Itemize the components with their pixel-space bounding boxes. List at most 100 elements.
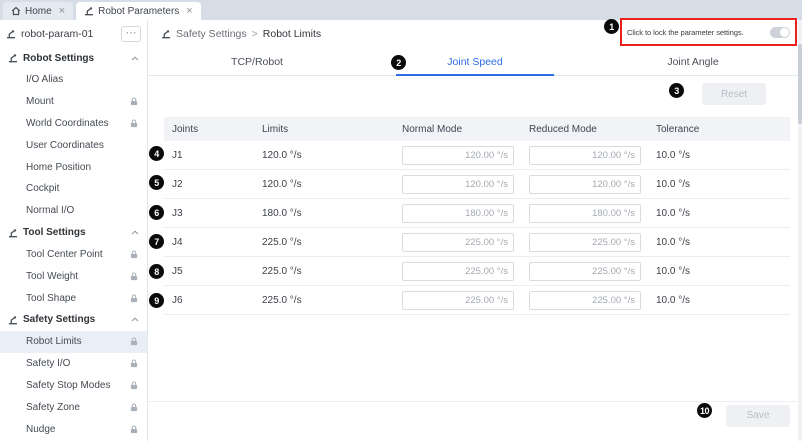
column-header-tolerance: Tolerance	[648, 124, 790, 135]
reduced-mode-input[interactable]	[529, 175, 641, 194]
annotation-badge-3: 3	[669, 83, 684, 98]
tab-label: Joint Speed	[447, 56, 502, 68]
section-label: Tool Settings	[23, 227, 86, 238]
sidebar-item-safety-stop-modes[interactable]: Safety Stop Modes	[0, 375, 147, 397]
reset-button[interactable]: Reset	[702, 83, 766, 105]
tolerance-value: 10.0 °/s	[648, 179, 790, 190]
lock-icon	[130, 359, 138, 368]
sidebar-item-tool-weight[interactable]: Tool Weight	[0, 265, 147, 287]
normal-mode-input[interactable]	[402, 262, 514, 281]
sidebar-item-mount[interactable]: Mount	[0, 91, 147, 113]
annotation-badge-6: 6	[149, 205, 164, 220]
lock-toggle[interactable]	[770, 27, 790, 38]
section-label: Safety Settings	[23, 314, 95, 325]
save-button[interactable]: Save	[726, 405, 790, 427]
chevron-up-icon[interactable]	[131, 56, 139, 61]
annotation-badge-4: 4	[149, 146, 164, 161]
table-row-j1: J1120.0 °/s10.0 °/s	[164, 141, 790, 170]
sidebar-item-cockpit[interactable]: Cockpit	[0, 178, 147, 200]
sidebar-item-tool-shape[interactable]: Tool Shape	[0, 287, 147, 309]
tolerance-value: 10.0 °/s	[648, 237, 790, 248]
sidebar-item-user-coordinates[interactable]: User Coordinates	[0, 134, 147, 156]
lock-icon	[130, 425, 138, 434]
tab-joint-angle[interactable]: Joint Angle	[584, 48, 802, 75]
joint-label: J3	[164, 208, 254, 219]
home-icon	[11, 6, 21, 16]
sidebar-item-robot-limits[interactable]: Robot Limits	[0, 331, 147, 353]
window-tab-label: Robot Parameters	[98, 6, 179, 17]
lock-icon	[130, 337, 138, 346]
tab-label: Joint Angle	[667, 56, 718, 68]
main-panel: Safety Settings > Robot Limits Click to …	[148, 20, 802, 441]
normal-mode-input[interactable]	[402, 233, 514, 252]
reduced-mode-input[interactable]	[529, 146, 641, 165]
window-tab-bar: Home × Robot Parameters ×	[0, 0, 802, 20]
annotation-badge-10: 10	[697, 403, 712, 418]
sidebar-item-i-o-alias[interactable]: I/O Alias	[0, 69, 147, 91]
table-row-j5: J5225.0 °/s10.0 °/s	[164, 257, 790, 286]
sidebar: robot-param-01 ⋯ Robot SettingsI/O Alias…	[0, 20, 148, 441]
lock-icon	[130, 403, 138, 412]
window-tab-home[interactable]: Home ×	[3, 2, 73, 20]
toggle-knob	[780, 28, 789, 37]
sidebar-item-label: Tool Shape	[26, 293, 76, 304]
lock-banner-label: Click to lock the parameter settings.	[627, 28, 765, 37]
sidebar-item-tool-center-point[interactable]: Tool Center Point	[0, 244, 147, 266]
joint-speed-table: JointsLimitsNormal ModeReduced ModeToler…	[164, 117, 790, 315]
window-body: robot-param-01 ⋯ Robot SettingsI/O Alias…	[0, 20, 802, 441]
normal-mode-input[interactable]	[402, 146, 514, 165]
sidebar-item-label: Safety Stop Modes	[26, 380, 111, 391]
robot-icon	[8, 315, 18, 325]
close-icon[interactable]: ×	[59, 6, 65, 17]
sidebar-item-label: Cockpit	[26, 183, 59, 194]
sidebar-item-world-coordinates[interactable]: World Coordinates	[0, 113, 147, 135]
tab-label: TCP/Robot	[231, 56, 283, 68]
sidebar-item-label: World Coordinates	[26, 118, 109, 129]
chevron-up-icon[interactable]	[131, 230, 139, 235]
sidebar-item-home-position[interactable]: Home Position	[0, 156, 147, 178]
joint-label: J4	[164, 237, 254, 248]
sidebar-item-nudge[interactable]: Nudge	[0, 418, 147, 440]
scrollbar-thumb[interactable]	[798, 44, 802, 124]
robot-icon	[8, 53, 18, 63]
sidebar-section-tool-settings[interactable]: Tool Settings	[0, 222, 147, 244]
limit-value: 120.0 °/s	[254, 179, 394, 190]
sidebar-item-normal-i-o[interactable]: Normal I/O	[0, 200, 147, 222]
normal-mode-input[interactable]	[402, 175, 514, 194]
sidebar-item-label: Safety I/O	[26, 358, 70, 369]
breadcrumb-section[interactable]: Safety Settings	[176, 28, 247, 40]
more-button[interactable]: ⋯	[121, 26, 141, 42]
normal-mode-input[interactable]	[402, 204, 514, 223]
tab-tcp-robot[interactable]: TCP/Robot	[148, 48, 366, 75]
reduced-mode-input[interactable]	[529, 204, 641, 223]
breadcrumb-page: Robot Limits	[263, 28, 321, 40]
param-set-name: robot-param-01	[21, 28, 116, 40]
reduced-mode-input[interactable]	[529, 233, 641, 252]
joint-label: J1	[164, 150, 254, 161]
sidebar-section-robot-settings[interactable]: Robot Settings	[0, 47, 147, 69]
lock-icon	[130, 294, 138, 303]
column-header-normal-mode: Normal Mode	[394, 124, 521, 135]
window-tab-robot-parameters[interactable]: Robot Parameters ×	[76, 2, 201, 20]
chevron-up-icon[interactable]	[131, 317, 139, 322]
column-header-reduced-mode: Reduced Mode	[521, 124, 648, 135]
limit-value: 120.0 °/s	[254, 150, 394, 161]
reduced-mode-input[interactable]	[529, 291, 641, 310]
vertical-scrollbar[interactable]	[798, 20, 802, 441]
sidebar-item-label: Mount	[26, 96, 54, 107]
annotation-badge-7: 7	[149, 234, 164, 249]
normal-mode-input[interactable]	[402, 291, 514, 310]
sidebar-item-safety-zone[interactable]: Safety Zone	[0, 396, 147, 418]
close-icon[interactable]: ×	[186, 6, 192, 17]
annotation-badge-2: 2	[391, 55, 406, 70]
window-tab-label: Home	[25, 6, 52, 17]
table-toolbar: Reset	[148, 76, 802, 117]
sidebar-section-safety-settings[interactable]: Safety Settings	[0, 309, 147, 331]
lock-icon	[130, 119, 138, 128]
sidebar-item-label: Home Position	[26, 162, 91, 173]
annotation-badge-8: 8	[149, 264, 164, 279]
sidebar-item-label: Safety Zone	[26, 402, 80, 413]
reduced-mode-input[interactable]	[529, 262, 641, 281]
sidebar-item-safety-i-o[interactable]: Safety I/O	[0, 353, 147, 375]
breadcrumb: Safety Settings > Robot Limits Click to …	[148, 20, 802, 48]
